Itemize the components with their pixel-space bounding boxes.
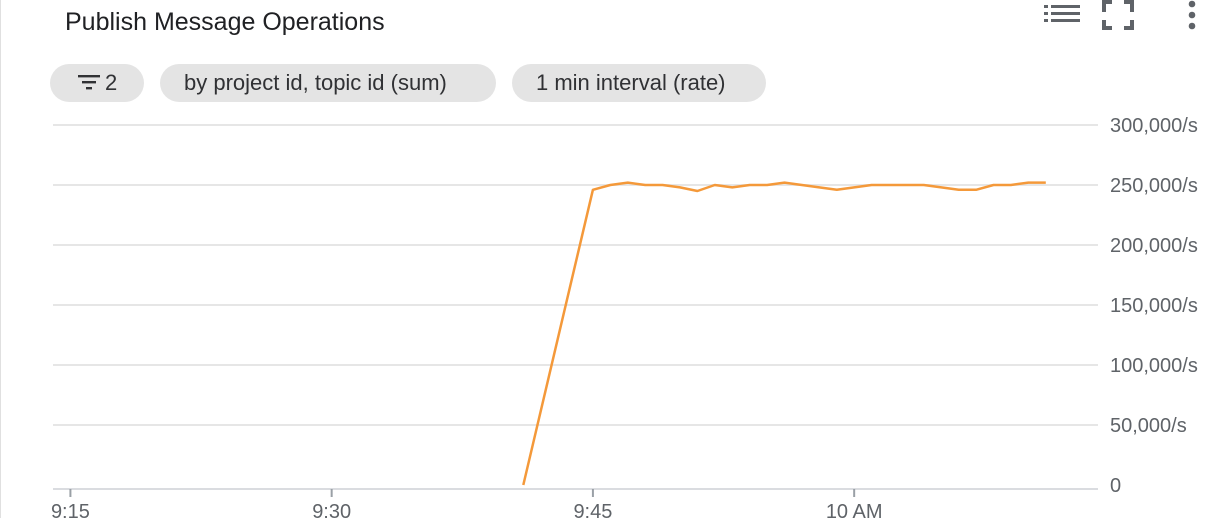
- gridlines: [53, 124, 1098, 426]
- widget-toolbar: [1042, 0, 1222, 36]
- filter-chip[interactable]: 2: [50, 64, 144, 102]
- y-tick-label: 150,000/s: [1110, 295, 1198, 317]
- y-tick-label: 100,000/s: [1110, 355, 1198, 377]
- y-axis-ticks: 0 50,000/s 100,000/s 150,000/s 200,000/s 250,…: [1110, 115, 1198, 497]
- legend-list-icon: [1044, 5, 1080, 22]
- group-by-label: by project id, topic id (sum): [184, 70, 447, 95]
- filter-count: 2: [105, 70, 118, 95]
- filter-icon: [78, 75, 100, 90]
- more-options-button[interactable]: [1166, 0, 1206, 34]
- fullscreen-icon: [1102, 0, 1134, 30]
- more-vert-icon: [1188, 0, 1196, 30]
- y-tick-label: 0: [1110, 475, 1121, 497]
- group-by-chip[interactable]: by project id, topic id (sum): [160, 64, 496, 102]
- series-layer: [522, 181, 1046, 486]
- y-tick-label: 300,000/s: [1110, 115, 1198, 137]
- fullscreen-button[interactable]: [1102, 0, 1146, 34]
- widget-title: Publish Message Operations: [65, 8, 385, 36]
- x-tick-label: 10 AM: [826, 501, 883, 518]
- series-line: [522, 181, 1046, 486]
- y-tick-label: 50,000/s: [1110, 415, 1187, 437]
- x-axis: 9:15 9:30 9:45 10 AM: [51, 488, 1098, 518]
- legend-toggle-button[interactable]: [1042, 0, 1086, 34]
- x-tick-label: 9:15: [51, 501, 90, 518]
- x-tick-label: 9:45: [573, 501, 612, 518]
- interval-chip[interactable]: 1 min interval (rate): [512, 64, 766, 102]
- interval-label: 1 min interval (rate): [536, 70, 726, 95]
- x-tick-label: 9:30: [312, 501, 351, 518]
- y-tick-label: 250,000/s: [1110, 175, 1198, 197]
- y-tick-label: 200,000/s: [1110, 235, 1198, 257]
